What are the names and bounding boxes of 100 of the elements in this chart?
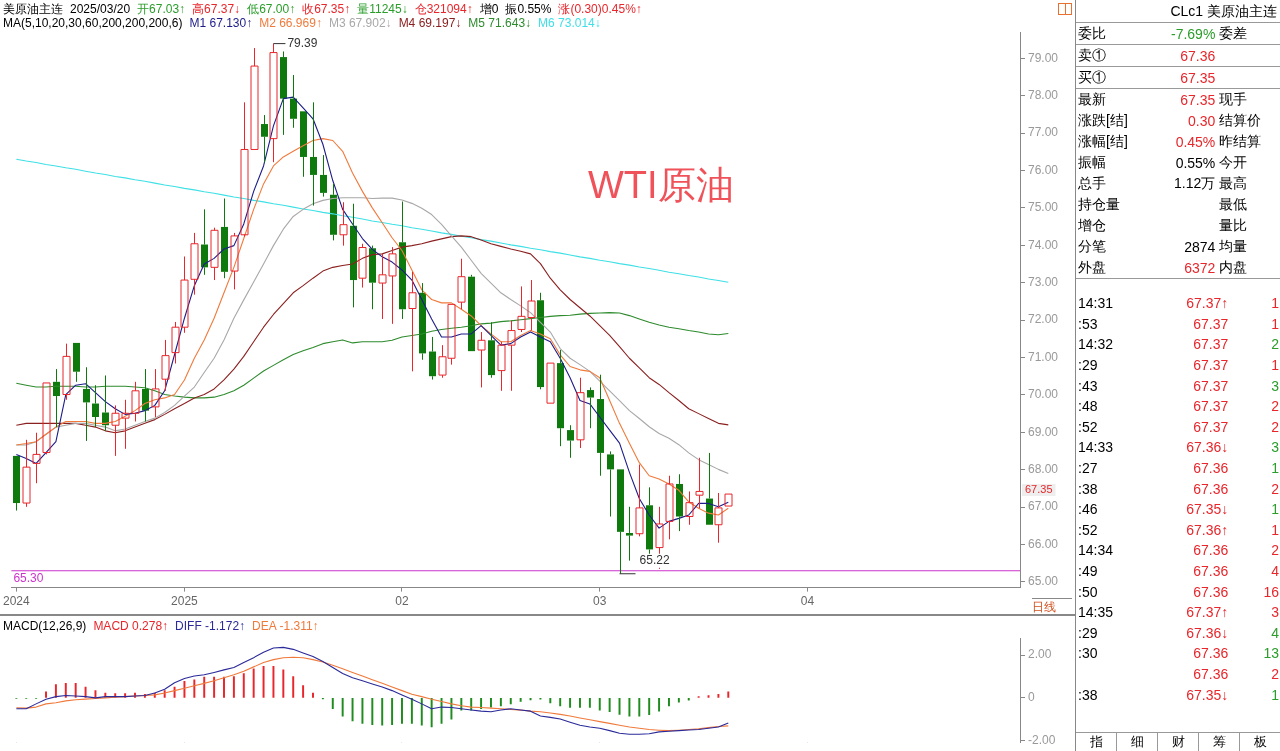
- text: 1.12万: [1173, 173, 1217, 193]
- y-tick-label: 71.00: [1028, 349, 1059, 364]
- text: 1: [1270, 685, 1280, 705]
- text: 14:32: [1077, 335, 1115, 355]
- text: 14:33: [1077, 438, 1115, 458]
- y-tick-label: 77.00: [1028, 125, 1059, 140]
- annotation: WTI原油: [588, 163, 734, 208]
- text: M1 67.130↑: [189, 16, 253, 30]
- y-tick-label: 66.00: [1028, 536, 1059, 551]
- candlestick: [408, 271, 417, 372]
- candlestick: [477, 331, 486, 388]
- candlestick: [350, 203, 357, 308]
- candlestick: [399, 200, 406, 320]
- text: 细: [1117, 733, 1158, 751]
- text: 1: [1270, 356, 1280, 376]
- text: 收67.35↑: [302, 2, 351, 16]
- text: 67.37↑: [1185, 603, 1230, 623]
- text: 美原油主连: [3, 2, 63, 16]
- x-tick-label: 04: [800, 594, 815, 609]
- candlestick: [429, 336, 436, 381]
- candlestick: [419, 282, 426, 361]
- text: 16: [1262, 582, 1280, 602]
- text: :43: [1077, 376, 1099, 396]
- text: :48: [1077, 397, 1099, 417]
- text: 开67.03↑: [137, 2, 186, 16]
- candlestick: [567, 424, 574, 459]
- y-tick-label: 65.00: [1028, 574, 1059, 589]
- text: 2: [1270, 479, 1280, 499]
- text: :52: [1077, 417, 1099, 437]
- candlestick: [676, 473, 683, 532]
- text: 外盘: [1077, 257, 1107, 277]
- x-tick-label: 03: [593, 594, 607, 609]
- candlestick: [695, 457, 704, 509]
- text: 2: [1270, 335, 1280, 355]
- text: 仓321094↑: [414, 2, 473, 16]
- text: 最高: [1218, 173, 1249, 193]
- text: :29: [1077, 356, 1099, 376]
- text: 低67.00↑: [247, 2, 296, 16]
- text: 67.35↓: [1185, 685, 1230, 705]
- candlestick: [62, 343, 71, 401]
- text: 1: [1270, 459, 1280, 479]
- text: 67.36: [1192, 644, 1230, 664]
- candlestick: [714, 492, 723, 544]
- text: CLc1 美原油主连: [1076, 0, 1280, 23]
- text: 涨(0.30)0.45%↑: [558, 2, 642, 16]
- text: 1: [1270, 314, 1280, 334]
- text: 67.37: [1192, 376, 1230, 396]
- text: 分笔: [1077, 236, 1107, 256]
- text: 6372: [1183, 258, 1217, 278]
- text: 67.36: [1192, 665, 1230, 684]
- text: 委比: [1077, 23, 1107, 43]
- candlestick: [290, 74, 297, 129]
- annotation: 65.22: [639, 553, 670, 568]
- text: 2: [1270, 397, 1280, 417]
- candlestick: [161, 339, 170, 392]
- text: 内盘: [1218, 257, 1249, 277]
- text: 涨幅[结]: [1077, 131, 1129, 151]
- text: 4: [1270, 562, 1280, 581]
- candlestick: [230, 232, 239, 290]
- text: 67.37: [1192, 314, 1230, 334]
- text: 2: [1270, 665, 1280, 684]
- candlestick: [83, 366, 90, 442]
- text: 67.36↓: [1185, 623, 1230, 643]
- candlestick: [724, 493, 733, 507]
- candlestick: [706, 452, 713, 525]
- y-tick-label: 70.00: [1028, 387, 1059, 402]
- x-tick-label: 2024: [3, 594, 31, 609]
- text: 2: [1270, 541, 1280, 561]
- text: 2874: [1183, 237, 1217, 257]
- candlestick: [320, 154, 327, 198]
- candlestick: [617, 469, 624, 575]
- text: 最新: [1077, 89, 1107, 109]
- candlestick: [557, 349, 564, 447]
- candlestick: [261, 114, 268, 163]
- text: 筹: [1199, 733, 1240, 751]
- y-tick-label: 69.00: [1028, 424, 1059, 439]
- text: 高67.37↓: [192, 2, 241, 16]
- candlestick: [53, 368, 60, 428]
- y-tick-label: -2.00: [1028, 732, 1056, 747]
- candlestick: [300, 111, 307, 178]
- text: 67.36↓: [1185, 438, 1230, 458]
- text: 振幅: [1077, 152, 1107, 172]
- candlestick: [210, 227, 219, 281]
- text: 今开: [1218, 152, 1249, 172]
- text: 2: [1270, 417, 1280, 437]
- text: 均量: [1218, 236, 1249, 256]
- candlestick: [151, 368, 160, 418]
- y-tick-label: 73.00: [1028, 274, 1059, 289]
- text: 日线: [1032, 598, 1072, 616]
- text: 3: [1270, 438, 1280, 458]
- text: 委差: [1218, 23, 1249, 43]
- text: -7.69%: [1169, 24, 1217, 44]
- text: :49: [1077, 562, 1099, 581]
- y-tick-label: 72.00: [1028, 312, 1059, 327]
- candlestick: [635, 464, 644, 537]
- text: 最低: [1218, 194, 1249, 214]
- text: :27: [1077, 459, 1099, 479]
- candlestick: [92, 384, 99, 428]
- text: 67.36: [1192, 562, 1230, 581]
- text: 卖①: [1077, 45, 1107, 65]
